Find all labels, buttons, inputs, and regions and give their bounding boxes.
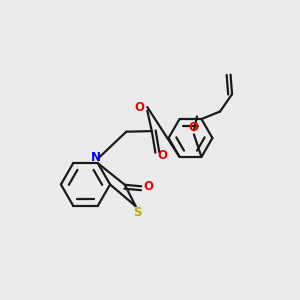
Text: O: O bbox=[135, 100, 145, 114]
Text: O: O bbox=[157, 148, 167, 162]
Text: O: O bbox=[188, 122, 198, 134]
Text: O: O bbox=[144, 180, 154, 193]
Text: N: N bbox=[91, 151, 101, 164]
Text: S: S bbox=[133, 206, 141, 219]
